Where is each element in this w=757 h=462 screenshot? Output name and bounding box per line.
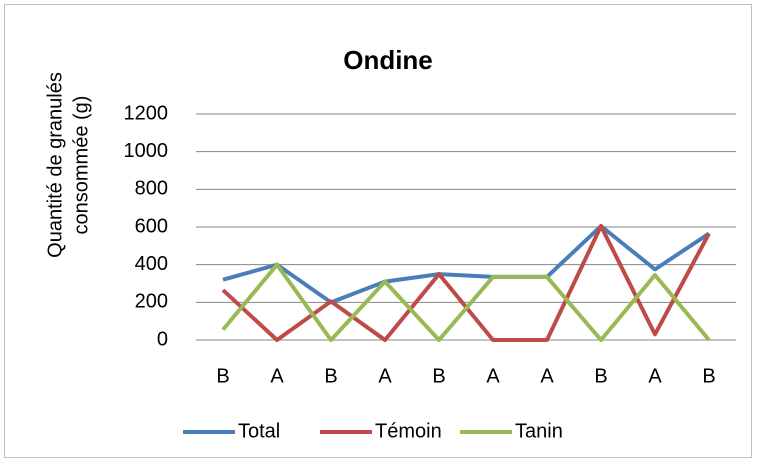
x-tick-label: A — [540, 365, 554, 387]
x-tick-label: A — [270, 365, 284, 387]
line-series — [221, 262, 711, 342]
x-tick-label: B — [594, 365, 607, 387]
y-axis-label-line: Quantité de granulés — [44, 72, 66, 258]
y-axis-label: Quantité de granulés consommée (g) — [44, 72, 92, 258]
y-tick-label: 400 — [135, 253, 168, 275]
y-axis-label-line: consommée (g) — [70, 96, 92, 235]
y-tick-label: 1200 — [124, 102, 169, 124]
legend-label: Total — [238, 420, 280, 442]
x-tick-label: B — [216, 365, 229, 387]
x-tick-label: A — [378, 365, 392, 387]
y-tick-label: 800 — [135, 178, 168, 200]
y-tick-label: 600 — [135, 215, 168, 237]
x-tick-label: B — [432, 365, 445, 387]
legend-label: Tanin — [515, 420, 563, 442]
y-tick-label: 1000 — [124, 140, 169, 162]
chart-title: Ondine — [343, 45, 433, 75]
x-tick-label: A — [486, 365, 500, 387]
chart-frame — [4, 4, 752, 458]
x-tick-label: B — [702, 365, 715, 387]
x-tick-label: B — [324, 365, 337, 387]
y-tick-label: 0 — [157, 328, 168, 350]
legend-label: Témoin — [375, 420, 442, 442]
y-tick-label: 200 — [135, 291, 168, 313]
x-tick-label: A — [648, 365, 662, 387]
line-series — [222, 224, 711, 305]
